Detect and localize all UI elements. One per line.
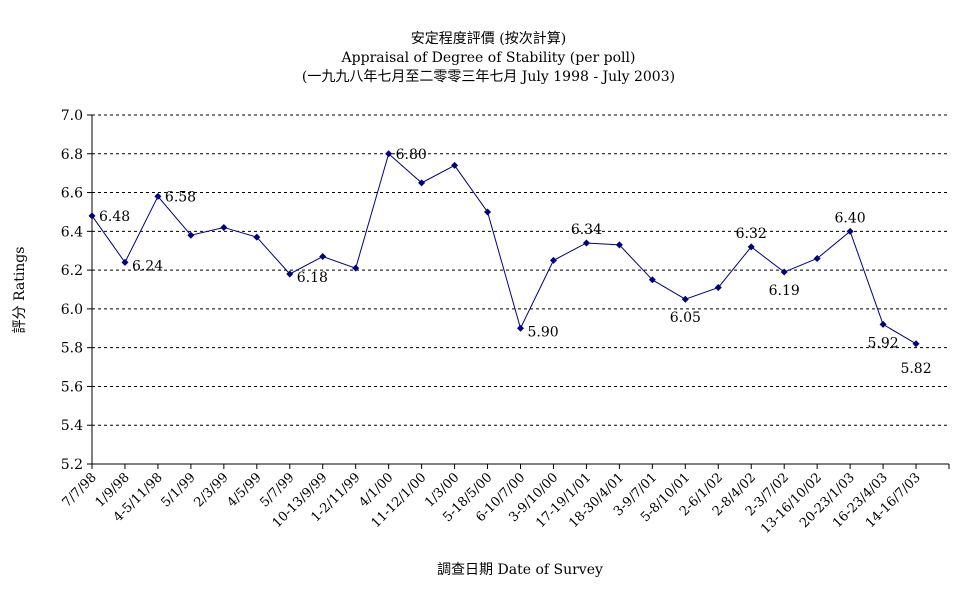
y-axis-title: 評分 Ratings xyxy=(12,247,28,334)
data-label: 6.18 xyxy=(297,270,328,286)
y-tick-labels: 5.2 5.4 5.6 5.8 6.0 6.2 6.4 6.6 6.8 7.0 xyxy=(61,108,92,473)
data-label: 6.40 xyxy=(835,210,866,226)
data-labels: 6.48 6.24 6.58 6.18 6.80 5.90 6.34 6.05 6.32 6.19… xyxy=(99,147,932,377)
series-group xyxy=(88,150,920,348)
y-tick-label: 5.8 xyxy=(61,341,83,357)
x-tick-label: 5/1/99 xyxy=(159,470,199,510)
gridlines xyxy=(92,114,949,426)
chart-subtitle-period: (一九九八年七月至二零零三年七月 July 1998 - July 2003) xyxy=(301,69,676,85)
data-label: 5.92 xyxy=(867,335,898,351)
data-point xyxy=(681,295,689,303)
data-label: 6.24 xyxy=(132,258,163,274)
data-label: 6.58 xyxy=(165,189,196,205)
y-tick-label: 6.6 xyxy=(61,186,83,202)
x-tick-label: 7/7/98 xyxy=(60,470,100,510)
y-tick-label: 5.4 xyxy=(61,418,83,434)
data-point xyxy=(714,284,722,292)
chart-subtitle: Appraisal of Degree of Stability (per po… xyxy=(341,50,636,66)
y-tick-label: 6.8 xyxy=(61,147,83,163)
x-tick-label: 2/3/99 xyxy=(191,470,231,510)
data-point xyxy=(286,270,294,278)
data-point xyxy=(154,192,162,200)
data-label: 6.05 xyxy=(670,310,701,326)
data-point xyxy=(88,212,96,220)
data-point xyxy=(648,276,656,284)
series-line xyxy=(91,152,917,345)
data-point xyxy=(912,340,920,348)
x-tick-labels: 7/7/981/9/984-5/11/985/1/992/3/994/5/995… xyxy=(60,464,950,537)
data-point xyxy=(187,231,195,239)
data-point xyxy=(352,264,360,272)
chart-titles: 安定程度評價 (按次計算) Appraisal of Degree of Sta… xyxy=(0,30,977,87)
data-point xyxy=(121,258,129,266)
data-point xyxy=(484,208,492,216)
data-point xyxy=(418,179,426,187)
data-point xyxy=(747,243,755,251)
data-point xyxy=(813,254,821,262)
data-point xyxy=(615,241,623,249)
y-tick-label: 6.4 xyxy=(61,224,83,240)
y-tick-label: 5.6 xyxy=(61,379,83,395)
data-label: 6.19 xyxy=(769,283,800,299)
data-point xyxy=(220,223,228,231)
y-tick-label: 7.0 xyxy=(61,108,83,124)
y-tick-label: 5.2 xyxy=(61,457,83,473)
data-label: 6.48 xyxy=(99,209,130,225)
data-point xyxy=(549,256,557,264)
data-point xyxy=(385,150,393,158)
data-point xyxy=(451,161,459,169)
data-label: 6.80 xyxy=(396,147,427,163)
y-tick-label: 6.0 xyxy=(61,302,83,318)
data-point xyxy=(517,324,524,332)
data-point xyxy=(846,227,854,235)
chart-title: 安定程度評價 (按次計算) xyxy=(410,31,567,47)
data-label: 5.90 xyxy=(528,324,559,340)
x-tick-label: 4/5/99 xyxy=(224,470,264,510)
data-point xyxy=(780,268,788,276)
data-point xyxy=(879,320,887,328)
x-axis-title: 調查日期 Date of Survey xyxy=(437,562,603,578)
data-point xyxy=(582,239,590,247)
data-point xyxy=(319,253,327,261)
data-label: 6.34 xyxy=(571,222,602,238)
data-point xyxy=(253,233,261,241)
y-tick-label: 6.2 xyxy=(61,263,83,279)
data-label: 5.82 xyxy=(900,361,931,377)
data-label: 6.32 xyxy=(736,226,767,242)
